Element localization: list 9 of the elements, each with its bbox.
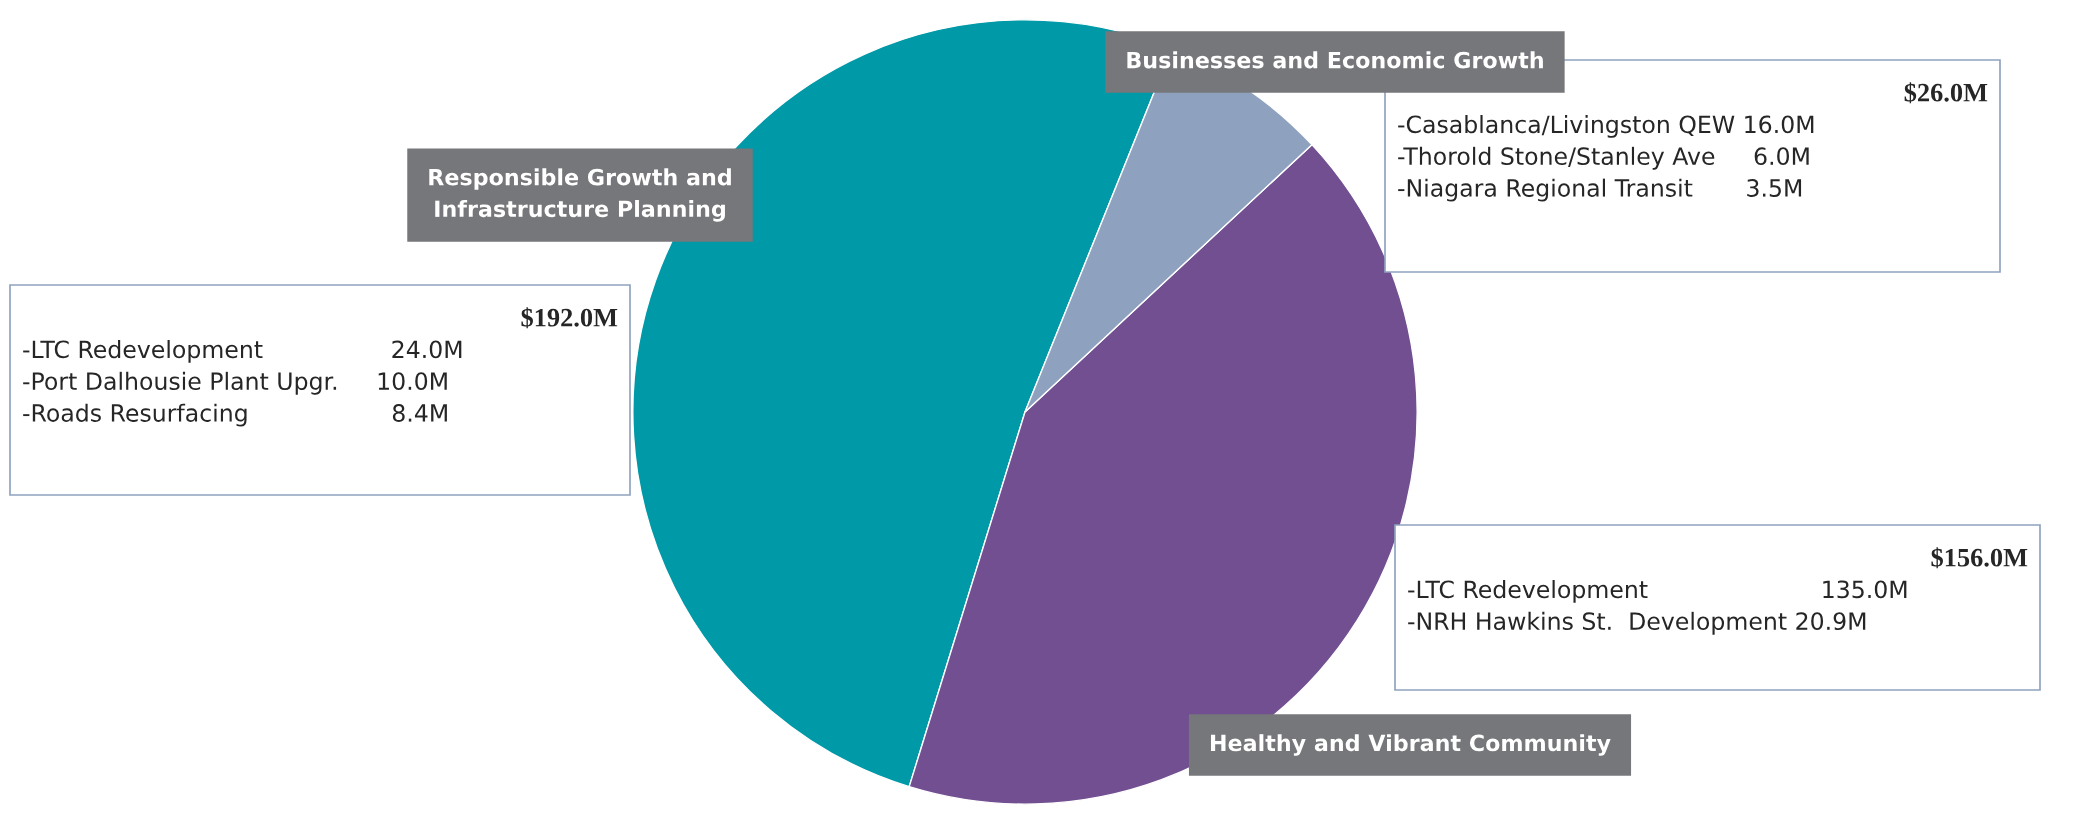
text: $156.0M (1931, 547, 2028, 569)
slice-label: Healthy and Vibrant Community (1210, 734, 1611, 756)
slice-label: Responsible Growth and Infrastructure Planning (429, 168, 731, 222)
text: -LTC Redevelopment 24.0M -Port Dalhousie Plant Upgr. 10.0M -Roads Resurfacing 8.4M (23, 340, 462, 427)
text: $26.0M (1904, 82, 1988, 104)
text: -LTC Redevelopment 135.0M -NRH Hawkins St. Development 20.9M (1408, 580, 1907, 635)
text: -Casablanca/Livingston QEW 16.0M -Thorold Stone/Stanley Ave 6.0M -Niagara Regional Transit 3.5M (1398, 115, 1814, 202)
text: $192.0M (521, 307, 618, 329)
slice-label: Businesses and Economic Growth (1127, 51, 1543, 69)
